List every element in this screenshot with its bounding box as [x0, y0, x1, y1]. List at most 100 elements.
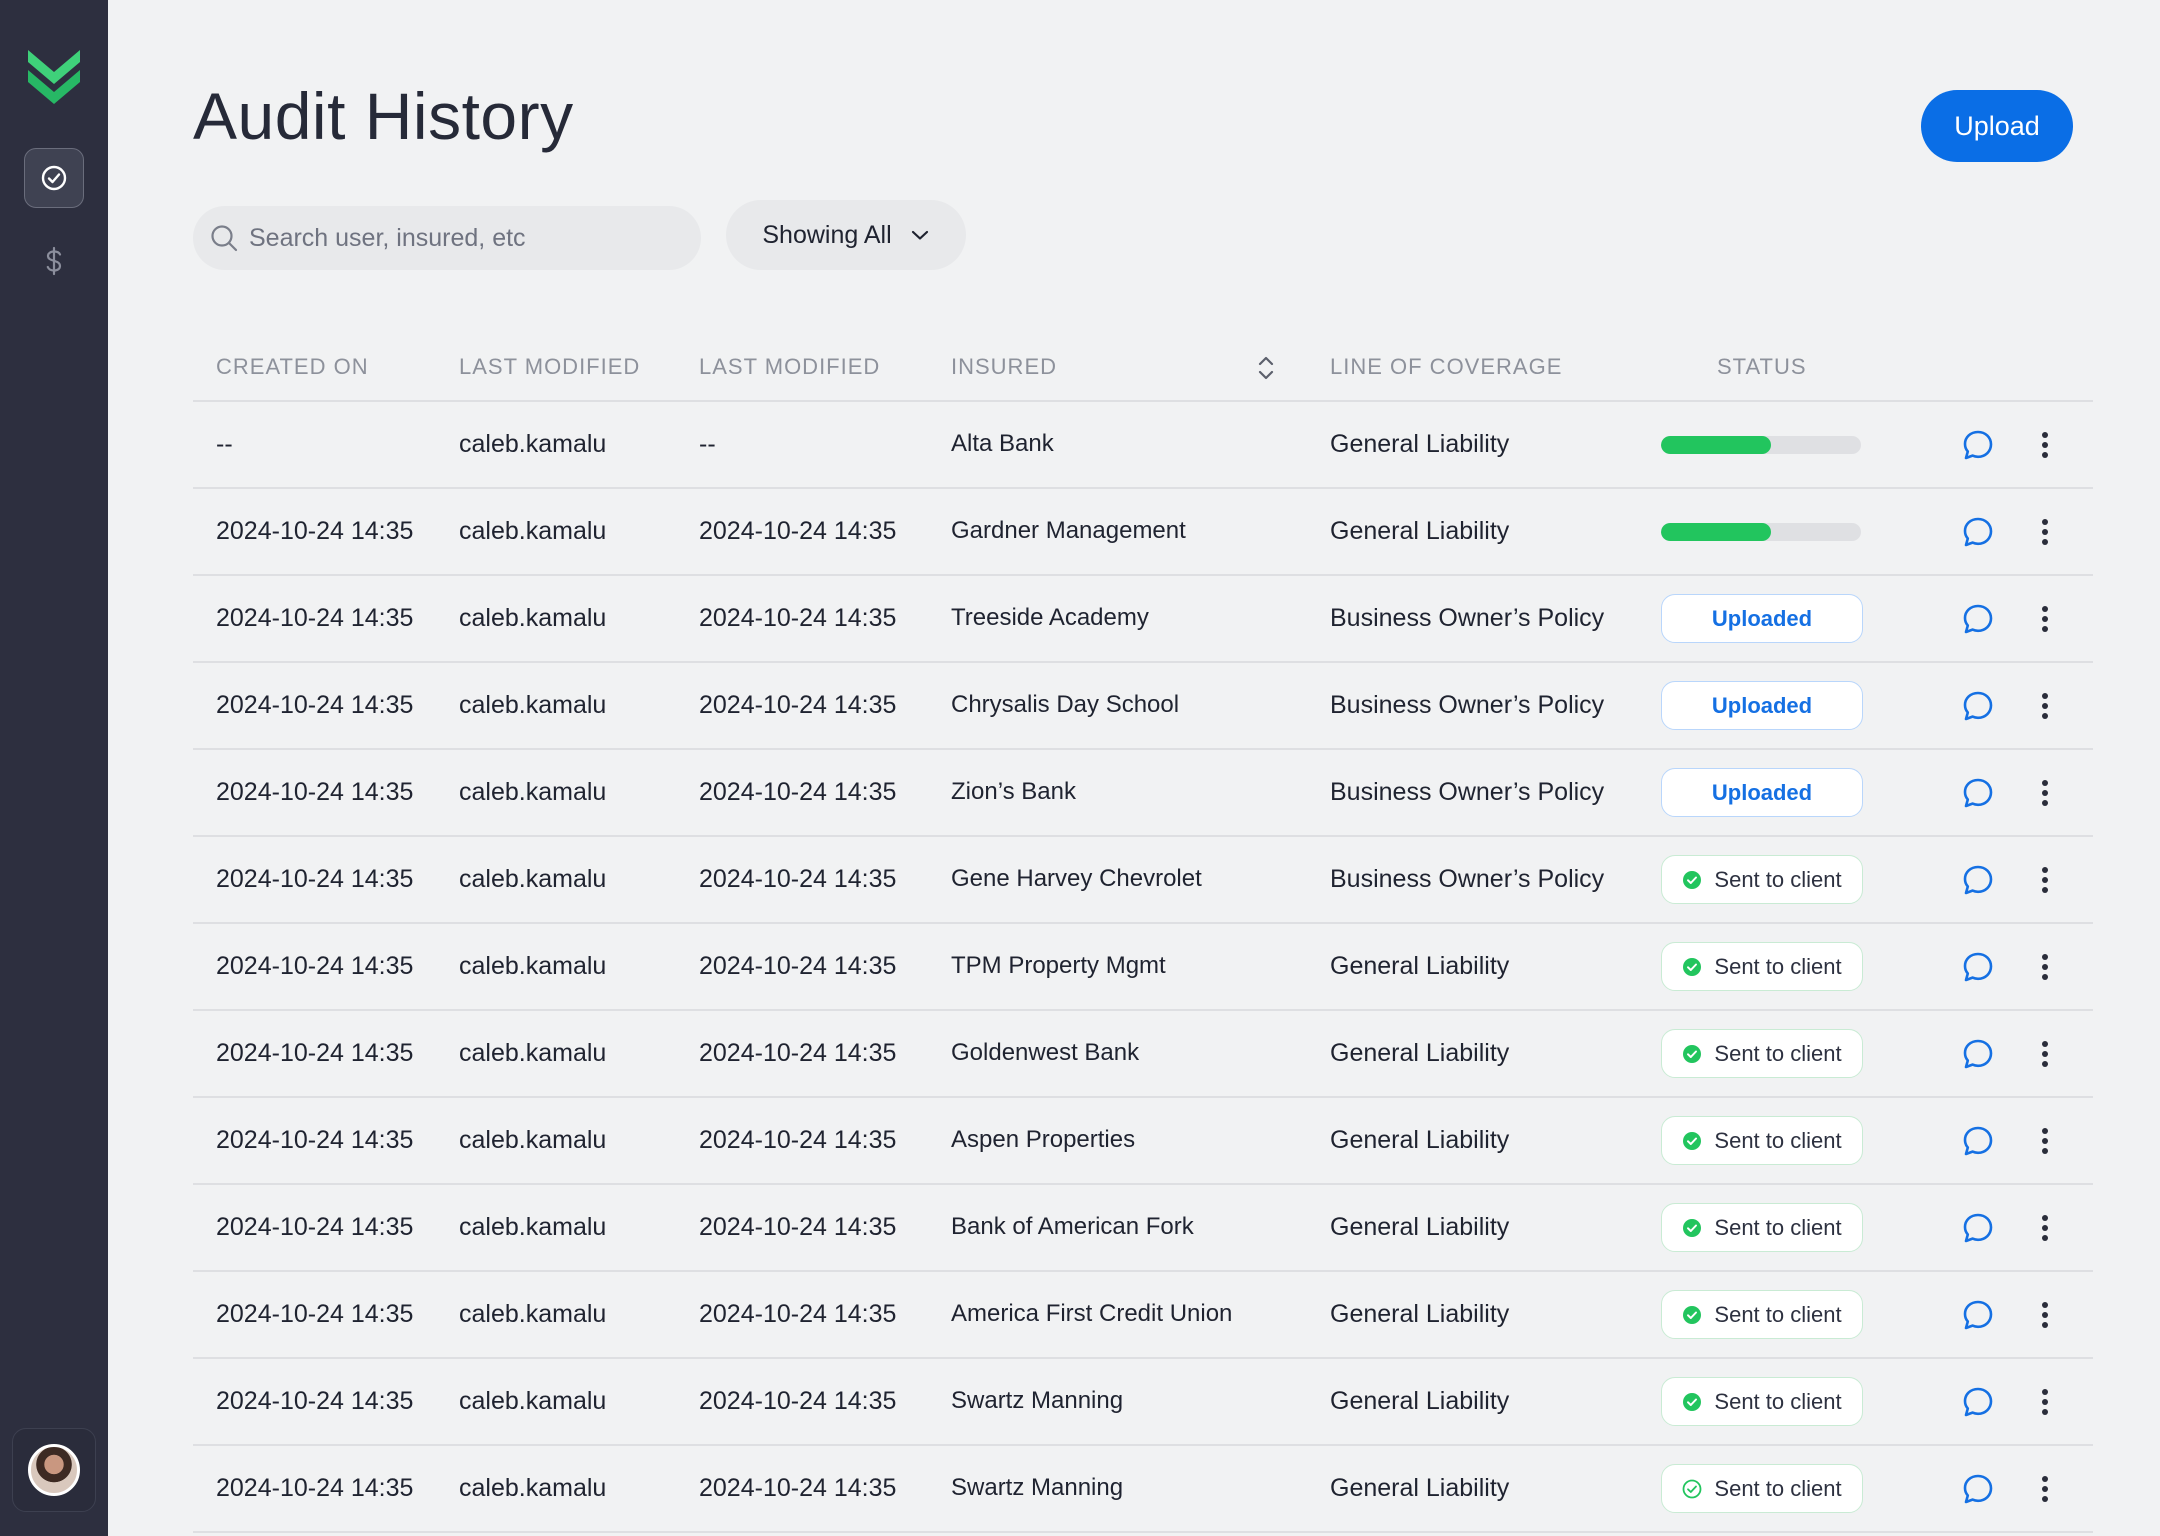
- comment-icon[interactable]: [1961, 863, 1995, 902]
- table-body: -- caleb.kamalu -- Alta Bank General Liabili…: [193, 402, 2093, 1533]
- check-circle-icon: [1683, 1131, 1702, 1150]
- comment-icon[interactable]: [1961, 1385, 1995, 1424]
- insured-cell[interactable]: Swartz Manning: [951, 1387, 1124, 1414]
- comment-icon[interactable]: [1961, 428, 1995, 467]
- sort-icon[interactable]: [1256, 353, 1276, 383]
- insured-cell[interactable]: Bank of American Fork: [951, 1213, 1194, 1240]
- coverage-cell: Business Owner’s Policy: [1330, 778, 1605, 806]
- insured-cell[interactable]: America First Credit Union: [951, 1300, 1233, 1327]
- more-options-icon[interactable]: [2038, 1472, 2052, 1511]
- status-label: Sent to client: [1714, 1388, 1842, 1414]
- more-options-icon[interactable]: [2038, 515, 2052, 554]
- more-options-icon[interactable]: [2038, 776, 2052, 815]
- column-header-last-modified-by[interactable]: LAST MODIFIED: [459, 354, 641, 379]
- insured-cell[interactable]: Aspen Properties: [951, 1126, 1136, 1153]
- insured-cell[interactable]: TPM Property Mgmt: [951, 952, 1166, 979]
- last-modified-cell: 2024-10-24 14:35: [699, 1213, 897, 1241]
- more-options-icon[interactable]: [2038, 428, 2052, 467]
- check-circle-icon: [1683, 870, 1702, 889]
- column-header-status[interactable]: STATUS: [1717, 354, 1807, 379]
- modified-by-cell: caleb.kamalu: [459, 952, 607, 980]
- status-label: Sent to client: [1714, 1214, 1842, 1240]
- coverage-cell: General Liability: [1330, 952, 1510, 980]
- table-row[interactable]: -- caleb.kamalu -- Alta Bank General Liabili…: [193, 402, 2093, 489]
- dollar-icon: [46, 246, 62, 276]
- last-modified-cell: 2024-10-24 14:35: [699, 604, 897, 632]
- more-options-icon[interactable]: [2038, 950, 2052, 989]
- comment-icon[interactable]: [1961, 776, 1995, 815]
- insured-cell[interactable]: Gene Harvey Chevrolet: [951, 865, 1202, 892]
- created-on-cell: 2024-10-24 14:35: [216, 1213, 414, 1241]
- sidebar-item-audits[interactable]: [24, 148, 84, 208]
- modified-by-cell: caleb.kamalu: [459, 1387, 607, 1415]
- insured-cell[interactable]: Goldenwest Bank: [951, 1039, 1140, 1066]
- column-header-insured[interactable]: INSURED: [951, 354, 1058, 379]
- more-options-icon[interactable]: [2038, 863, 2052, 902]
- more-options-icon[interactable]: [2038, 689, 2052, 728]
- comment-icon[interactable]: [1961, 950, 1995, 989]
- created-on-cell: 2024-10-24 14:35: [216, 865, 414, 893]
- filter-dropdown[interactable]: Showing All: [726, 200, 966, 270]
- status-badge: Sent to client: [1661, 942, 1863, 991]
- created-on-cell: --: [216, 430, 233, 458]
- column-header-created-on[interactable]: CREATED ON: [216, 354, 369, 379]
- more-options-icon[interactable]: [2038, 1124, 2052, 1163]
- table-row[interactable]: 2024-10-24 14:35 caleb.kamalu 2024-10-24 1…: [193, 489, 2093, 576]
- table-row[interactable]: 2024-10-24 14:35 caleb.kamalu 2024-10-24 1…: [193, 1359, 2093, 1446]
- more-options-icon[interactable]: [2038, 1298, 2052, 1337]
- search-input[interactable]: [249, 223, 679, 253]
- insured-cell[interactable]: Alta Bank: [951, 430, 1054, 457]
- status-label: Uploaded: [1711, 605, 1813, 631]
- column-header-last-modified[interactable]: LAST MODIFIED: [699, 354, 881, 379]
- avatar: [28, 1444, 80, 1496]
- more-options-icon[interactable]: [2038, 602, 2052, 641]
- coverage-cell: General Liability: [1330, 1300, 1510, 1328]
- coverage-cell: General Liability: [1330, 1387, 1510, 1415]
- insured-cell[interactable]: Zion’s Bank: [951, 778, 1076, 805]
- column-header-line-of-coverage[interactable]: LINE OF COVERAGE: [1330, 354, 1563, 379]
- more-options-icon[interactable]: [2038, 1211, 2052, 1250]
- table-row[interactable]: 2024-10-24 14:35 caleb.kamalu 2024-10-24 1…: [193, 1272, 2093, 1359]
- comment-icon[interactable]: [1961, 1124, 1995, 1163]
- comment-icon[interactable]: [1961, 1472, 1995, 1511]
- table-row[interactable]: 2024-10-24 14:35 caleb.kamalu 2024-10-24 1…: [193, 1185, 2093, 1272]
- status-badge: Sent to client: [1661, 1290, 1863, 1339]
- last-modified-cell: 2024-10-24 14:35: [699, 1300, 897, 1328]
- last-modified-cell: 2024-10-24 14:35: [699, 865, 897, 893]
- table-row[interactable]: 2024-10-24 14:35 caleb.kamalu 2024-10-24 1…: [193, 1011, 2093, 1098]
- check-circle-icon: [1683, 1044, 1702, 1063]
- insured-cell[interactable]: Chrysalis Day School: [951, 691, 1180, 718]
- last-modified-cell: 2024-10-24 14:35: [699, 691, 897, 719]
- table-row[interactable]: 2024-10-24 14:35 caleb.kamalu 2024-10-24 1…: [193, 837, 2093, 924]
- user-menu[interactable]: [12, 1428, 96, 1512]
- table-row[interactable]: 2024-10-24 14:35 caleb.kamalu 2024-10-24 1…: [193, 924, 2093, 1011]
- status-label: Uploaded: [1711, 779, 1813, 805]
- comment-icon[interactable]: [1961, 515, 1995, 554]
- sidebar-item-billing[interactable]: [24, 231, 84, 291]
- brand-logo[interactable]: [26, 44, 82, 106]
- comment-icon[interactable]: [1961, 602, 1995, 641]
- created-on-cell: 2024-10-24 14:35: [216, 1474, 414, 1502]
- table-row[interactable]: 2024-10-24 14:35 caleb.kamalu 2024-10-24 1…: [193, 663, 2093, 750]
- upload-button[interactable]: Upload: [1921, 90, 2073, 162]
- more-options-icon[interactable]: [2038, 1037, 2052, 1076]
- table-header: CREATED ON LAST MODIFIED LAST MODIFIED I…: [193, 336, 2093, 402]
- comment-icon[interactable]: [1961, 1211, 1995, 1250]
- created-on-cell: 2024-10-24 14:35: [216, 604, 414, 632]
- insured-cell[interactable]: Treeside Academy: [951, 604, 1149, 631]
- insured-cell[interactable]: Gardner Management: [951, 517, 1186, 544]
- last-modified-cell: 2024-10-24 14:35: [699, 517, 897, 545]
- created-on-cell: 2024-10-24 14:35: [216, 1039, 414, 1067]
- comment-icon[interactable]: [1961, 1298, 1995, 1337]
- modified-by-cell: caleb.kamalu: [459, 1213, 607, 1241]
- table-row[interactable]: 2024-10-24 14:35 caleb.kamalu 2024-10-24 1…: [193, 1098, 2093, 1185]
- more-options-icon[interactable]: [2038, 1385, 2052, 1424]
- coverage-cell: General Liability: [1330, 1474, 1510, 1502]
- status-progress-bar: [1661, 523, 1861, 541]
- comment-icon[interactable]: [1961, 1037, 1995, 1076]
- table-row[interactable]: 2024-10-24 14:35 caleb.kamalu 2024-10-24 1…: [193, 576, 2093, 663]
- insured-cell[interactable]: Swartz Manning: [951, 1474, 1124, 1501]
- comment-icon[interactable]: [1961, 689, 1995, 728]
- table-row[interactable]: 2024-10-24 14:35 caleb.kamalu 2024-10-24 1…: [193, 750, 2093, 837]
- table-row[interactable]: 2024-10-24 14:35 caleb.kamalu 2024-10-24 1…: [193, 1446, 2093, 1533]
